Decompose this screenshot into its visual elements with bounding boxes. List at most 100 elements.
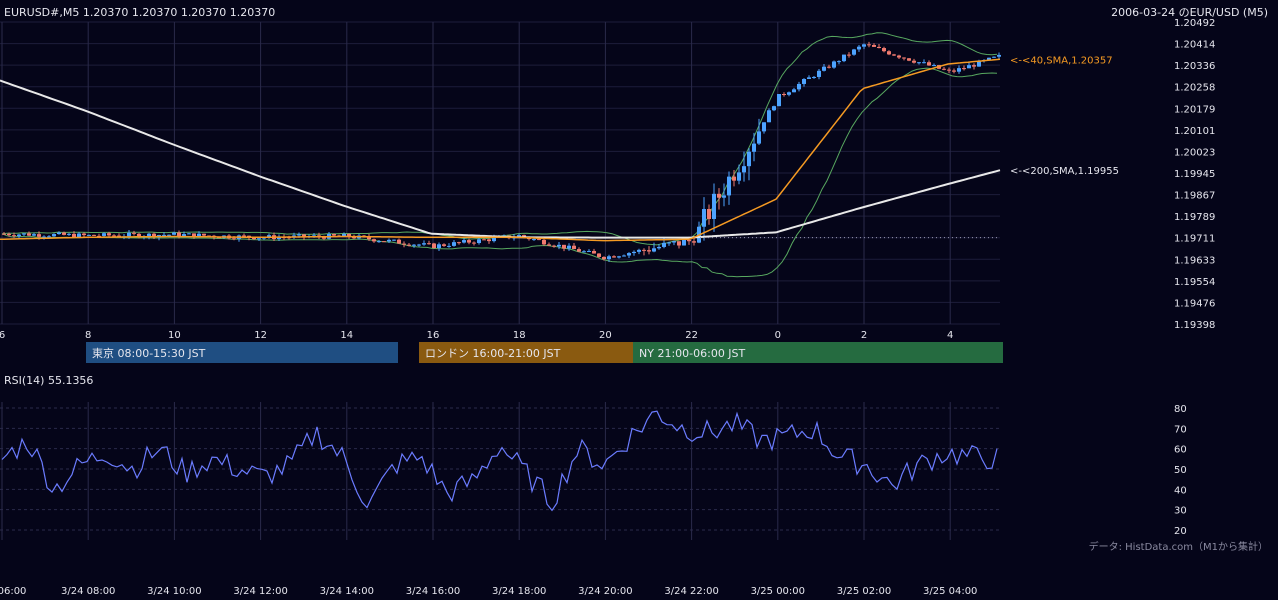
candle-body	[647, 250, 651, 252]
candle-body	[687, 239, 691, 242]
candlestick	[837, 60, 841, 65]
candle-body	[987, 57, 991, 60]
time-tick-label: 8	[85, 330, 91, 341]
candle-body	[682, 239, 686, 246]
candlestick	[832, 60, 836, 69]
rsi-tick-label: 60	[1174, 445, 1187, 456]
candlestick	[547, 242, 551, 246]
candle-body	[267, 235, 271, 238]
candlestick	[782, 92, 786, 97]
candle-body	[182, 234, 186, 237]
candle-body	[522, 235, 526, 238]
price-tick-label: 1.19476	[1174, 298, 1215, 309]
candle-body	[727, 176, 731, 196]
candle-body	[807, 77, 811, 79]
candlestick	[712, 183, 716, 232]
candlestick	[827, 64, 831, 69]
candlestick	[962, 65, 966, 71]
candle-body	[547, 244, 551, 246]
bottom-time-label: 3/24 14:00	[320, 586, 374, 597]
candlestick	[897, 54, 901, 59]
candle-body	[257, 238, 261, 240]
candlestick	[242, 233, 246, 237]
candlestick	[892, 53, 896, 56]
candle-body	[957, 68, 961, 72]
candle-body	[82, 233, 86, 236]
candlestick	[372, 238, 376, 243]
time-tick-label: 16	[427, 330, 440, 341]
candlestick	[932, 63, 936, 67]
time-tick-label: 0	[775, 330, 781, 341]
bollinger-lower-line	[1, 67, 998, 278]
candle-body	[837, 61, 841, 63]
candle-body	[702, 209, 706, 227]
candlestick	[472, 241, 476, 246]
candle-body	[32, 234, 36, 236]
candle-body	[627, 253, 631, 256]
candle-body	[262, 237, 266, 239]
candle-body	[952, 70, 956, 72]
price-tick-label: 1.20492	[1174, 18, 1215, 29]
candlestick	[267, 233, 271, 239]
candle-body	[612, 256, 616, 258]
time-tick-label: 6	[0, 330, 5, 341]
candlestick	[802, 78, 806, 87]
candlestick	[617, 255, 621, 259]
candle-body	[577, 249, 581, 252]
candlestick	[972, 63, 976, 70]
price-tick-label: 1.20023	[1174, 147, 1215, 158]
candlestick	[642, 248, 646, 256]
candlestick	[342, 232, 346, 237]
candlestick	[842, 54, 846, 63]
candlestick	[417, 243, 421, 247]
candle-body	[107, 233, 111, 236]
price-tick-label: 1.20258	[1174, 83, 1215, 94]
candle-body	[252, 237, 256, 240]
candle-body	[387, 239, 391, 242]
candle-body	[637, 249, 641, 252]
candlestick	[422, 240, 426, 246]
session-label: ロンドン 16:00-21:00 JST	[425, 347, 561, 360]
candle-body	[77, 233, 81, 238]
candle-body	[492, 237, 496, 242]
rsi-panel: 80 70 60 50 40 30 20 06:00 3/24 08:00 3/24 10:00 3…	[0, 402, 1187, 597]
bollinger-upper-line	[1, 32, 998, 246]
candle-body	[542, 239, 546, 245]
candle-body	[472, 242, 476, 244]
candle-body	[62, 232, 66, 235]
time-tick-label: 20	[599, 330, 612, 341]
candle-body	[917, 62, 921, 64]
candle-body	[907, 58, 911, 61]
session-bar-fill	[86, 342, 398, 363]
candle-body	[532, 239, 536, 241]
candle-body	[177, 232, 181, 237]
candle-body	[102, 233, 106, 236]
candle-body	[147, 233, 151, 237]
candle-body	[322, 236, 326, 239]
candle-body	[202, 233, 206, 236]
bottom-time-label: 3/24 10:00	[147, 586, 201, 597]
candlestick	[922, 59, 926, 64]
candle-body	[367, 236, 371, 240]
candlestick	[542, 238, 546, 246]
candle-body	[437, 244, 441, 249]
candle-body	[977, 60, 981, 67]
candlestick	[487, 238, 491, 244]
candle-body	[72, 233, 76, 238]
candle-body	[772, 106, 776, 111]
candle-body	[347, 233, 351, 237]
candle-body	[862, 44, 866, 47]
rsi-tick-label: 50	[1174, 465, 1187, 476]
candlestick	[622, 254, 626, 257]
time-tick-label: 12	[254, 330, 267, 341]
candlestick	[67, 232, 71, 236]
candle-body	[312, 235, 316, 237]
candlestick	[812, 75, 816, 79]
candle-body	[607, 256, 611, 260]
candle-body	[417, 244, 421, 246]
candle-body	[752, 143, 756, 152]
candle-body	[47, 236, 51, 238]
candlestick	[907, 58, 911, 62]
candle-body	[742, 166, 746, 173]
candle-body	[242, 235, 246, 237]
